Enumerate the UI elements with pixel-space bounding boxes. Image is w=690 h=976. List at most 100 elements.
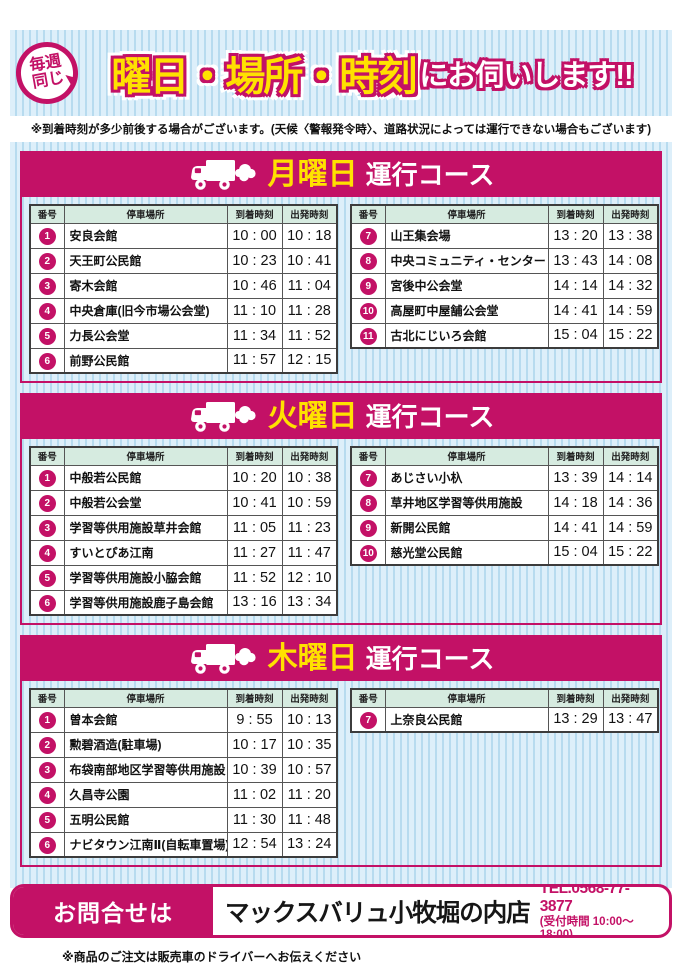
page-title: 曜日・場所・時刻 にお伺いします!! — [74, 44, 670, 102]
stop-place: すいとぴあ江南 — [63, 539, 228, 566]
departure-time: 13 : 24 — [281, 831, 338, 858]
arrival-time: 14 : 41 — [547, 514, 604, 541]
stop-number-cell: 4 — [29, 781, 65, 808]
stop-number-cell: 8 — [350, 489, 386, 516]
stop-number-badge: 7 — [359, 228, 377, 246]
departure-time: 11 : 52 — [281, 322, 338, 349]
section-suffix-label: 運行コース — [365, 644, 495, 674]
stop-number-badge: 5 — [38, 812, 56, 830]
tel-hours: (受付時間 10:00～18:00) — [539, 915, 634, 938]
departure-time: 14 : 14 — [602, 464, 659, 491]
arrival-time: 10 : 46 — [226, 272, 283, 299]
stop-number-cell: 7 — [350, 464, 386, 491]
arrival-time: 10 : 39 — [226, 756, 283, 783]
stop-table: 番号 停車場所 到着時刻 出発時刻 7 上奈良公民館 13 : 29 13 : … — [350, 688, 659, 733]
table-row: 10 慈光堂公民館 15 : 04 15 : 22 — [350, 539, 659, 566]
col-departure: 出発時刻 — [602, 204, 659, 224]
stop-number-cell: 10 — [350, 539, 386, 566]
stop-number-cell: 4 — [29, 539, 65, 566]
departure-time: 13 : 38 — [602, 222, 659, 249]
departure-time: 12 : 10 — [281, 564, 338, 591]
stop-number-badge: 11 — [359, 328, 377, 345]
table-row: 1 曽本会館 9 : 55 10 : 13 — [29, 706, 338, 733]
stop-number-badge: 2 — [38, 253, 56, 271]
section-suffix-label: 運行コース — [365, 402, 495, 432]
stop-number-badge: 1 — [38, 470, 56, 488]
col-place: 停車場所 — [384, 446, 549, 466]
arrival-time: 15 : 04 — [547, 322, 604, 349]
table-row: 6 学習等供用施設鹿子島会館 13 : 16 13 : 34 — [29, 589, 338, 616]
stop-number-cell: 2 — [29, 489, 65, 516]
contact-bar: お問合せは マックスバリュ小牧堀の内店 TEL.0568-77-3877 (受付… — [10, 884, 672, 938]
tel-block: TEL.0568-77-3877 (受付時間 10:00～18:00) — [539, 884, 659, 938]
col-number: 番号 — [350, 688, 386, 708]
stop-table: 番号 停車場所 到着時刻 出発時刻 1 曽本会館 9 : 55 10 : 13 … — [29, 688, 338, 858]
stop-place: 中央コミュニティ・センター — [384, 247, 549, 274]
truck-icon — [188, 641, 260, 677]
departure-time: 14 : 32 — [602, 272, 659, 299]
stop-number-cell: 9 — [350, 272, 386, 299]
stop-number-cell: 7 — [350, 706, 386, 733]
truck-icon — [188, 157, 260, 193]
stop-place: 五明公民館 — [63, 806, 228, 833]
stop-place: 上奈良公民館 — [384, 706, 549, 733]
stop-place: 前野公民館 — [63, 347, 228, 374]
col-number: 番号 — [29, 446, 65, 466]
departure-time: 11 : 48 — [281, 806, 338, 833]
stop-place: 慈光堂公民館 — [384, 539, 549, 566]
stop-number-badge: 10 — [359, 303, 377, 321]
tel-number: TEL.0568-77-3877 — [539, 884, 630, 915]
table-row: 5 五明公民館 11 : 30 11 : 48 — [29, 806, 338, 833]
arrival-time: 11 : 02 — [226, 781, 283, 808]
table-header-row: 番号 停車場所 到着時刻 出発時刻 — [29, 204, 338, 224]
stop-place: 学習等供用施設草井会館 — [63, 514, 228, 541]
table-header-row: 番号 停車場所 到着時刻 出発時刻 — [350, 688, 659, 708]
departure-time: 12 : 15 — [281, 347, 338, 374]
arrival-time: 13 : 20 — [547, 222, 604, 249]
table-header-row: 番号 停車場所 到着時刻 出発時刻 — [29, 446, 338, 466]
stop-number-cell: 1 — [29, 464, 65, 491]
table-row: 3 学習等供用施設草井会館 11 : 05 11 : 23 — [29, 514, 338, 541]
col-place: 停車場所 — [63, 688, 228, 708]
table-row: 4 久昌寺公園 11 : 02 11 : 20 — [29, 781, 338, 808]
departure-time: 14 : 36 — [602, 489, 659, 516]
table-header-row: 番号 停車場所 到着時刻 出発時刻 — [29, 688, 338, 708]
departure-time: 11 : 28 — [281, 297, 338, 324]
stop-number-cell: 5 — [29, 564, 65, 591]
departure-time: 13 : 47 — [602, 706, 659, 733]
stop-place: 山王集会場 — [384, 222, 549, 249]
table-row: 3 寄木会館 10 : 46 11 : 04 — [29, 272, 338, 299]
stop-number-badge: 8 — [359, 253, 377, 271]
stop-number-cell: 3 — [29, 514, 65, 541]
stop-place: 新開公民館 — [384, 514, 549, 541]
arrival-time: 10 : 23 — [226, 247, 283, 274]
section-header: 木曜日 運行コース — [22, 637, 660, 681]
col-number: 番号 — [350, 446, 386, 466]
stop-place: 力長公会堂 — [63, 322, 228, 349]
table-row: 1 安良会館 10 : 00 10 : 18 — [29, 222, 338, 249]
stop-number-badge: 5 — [38, 328, 56, 346]
arrival-time: 10 : 00 — [226, 222, 283, 249]
table-row: 1 中般若公民館 10 : 20 10 : 38 — [29, 464, 338, 491]
col-arrival: 到着時刻 — [226, 688, 283, 708]
arrival-time: 10 : 41 — [226, 489, 283, 516]
arrival-time: 14 : 18 — [547, 489, 604, 516]
departure-time: 14 : 59 — [602, 514, 659, 541]
col-number: 番号 — [29, 204, 65, 224]
departure-time: 10 : 38 — [281, 464, 338, 491]
col-arrival: 到着時刻 — [226, 204, 283, 224]
col-departure: 出発時刻 — [281, 204, 338, 224]
col-place: 停車場所 — [63, 204, 228, 224]
route-section: 火曜日 運行コース 番号 停車場所 到着時刻 出発時刻 1 中般若公民館 10 … — [20, 393, 662, 625]
stop-place: 安良会館 — [63, 222, 228, 249]
stop-number-badge: 8 — [359, 495, 377, 513]
striped-background: 毎週 同じ 曜日・場所・時刻 にお伺いします!! ※到着時刻が多少前後する場合が… — [10, 30, 672, 888]
col-departure: 出発時刻 — [281, 688, 338, 708]
departure-time: 10 : 13 — [281, 706, 338, 733]
stop-table: 番号 停車場所 到着時刻 出発時刻 1 中般若公民館 10 : 20 10 : … — [29, 446, 338, 616]
table-row: 5 学習等供用施設小脇会館 11 : 52 12 : 10 — [29, 564, 338, 591]
arrival-time: 11 : 30 — [226, 806, 283, 833]
store-name: マックスバリュ小牧堀の内店 — [225, 899, 531, 927]
section-body: 番号 停車場所 到着時刻 出発時刻 1 安良会館 10 : 00 10 : 18… — [22, 197, 660, 381]
